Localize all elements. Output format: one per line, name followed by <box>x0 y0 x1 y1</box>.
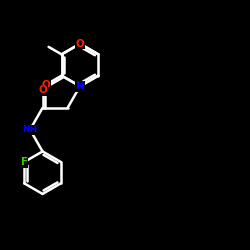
Text: NH: NH <box>22 125 38 134</box>
Text: O: O <box>38 86 47 96</box>
Text: F: F <box>20 157 28 167</box>
Text: O: O <box>76 39 84 49</box>
Text: N: N <box>76 81 84 91</box>
Text: O: O <box>42 80 50 90</box>
